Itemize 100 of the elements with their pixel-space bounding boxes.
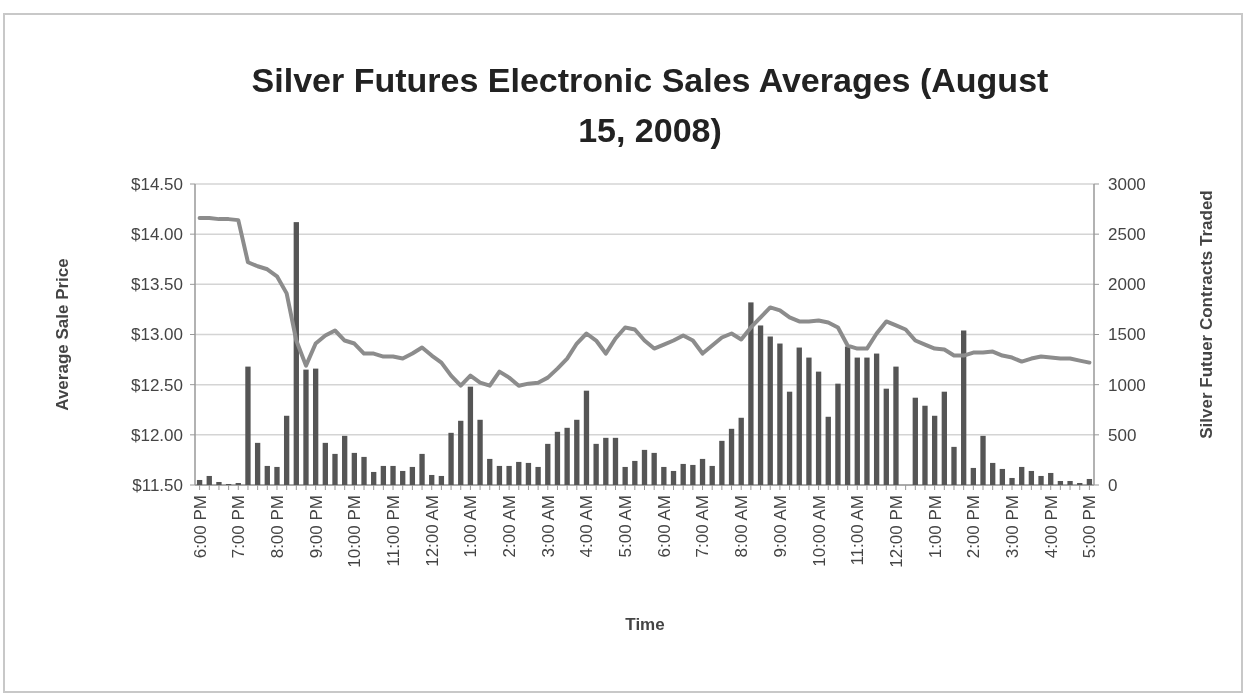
bar	[487, 458, 493, 485]
bar	[1086, 478, 1093, 485]
bar	[516, 461, 522, 485]
bar	[390, 465, 396, 485]
bar	[1057, 480, 1064, 485]
y2-tick-label: 2500	[1108, 225, 1146, 245]
x-tick-label: 4:00 PM	[1041, 495, 1061, 559]
bar	[361, 456, 367, 485]
x-tick-label: 8:00 PM	[267, 495, 287, 559]
bar	[796, 347, 802, 485]
x-tick-label: 10:00 AM	[809, 495, 829, 567]
bar	[786, 391, 793, 485]
bar	[825, 416, 831, 485]
bar	[864, 357, 870, 485]
bar	[844, 346, 851, 485]
bar	[303, 369, 309, 485]
x-tick-label: 1:00 AM	[461, 495, 481, 558]
bar	[777, 343, 783, 485]
bar	[235, 482, 241, 485]
bar	[371, 471, 377, 485]
bar	[670, 470, 677, 485]
bar	[603, 437, 609, 485]
bar	[593, 443, 599, 485]
bar	[245, 366, 251, 485]
bar	[951, 446, 957, 485]
x-tick-label: 10:00 PM	[345, 495, 365, 568]
bar	[632, 460, 638, 485]
bar	[1009, 477, 1015, 485]
bar	[196, 479, 203, 485]
y2-tick-label: 3000	[1108, 174, 1146, 194]
chart-title: Silver Futures Electronic Sales Averages (August 15, 2008)	[251, 61, 1049, 149]
y2-axis-title: Silver Futuer Contracts Traded	[1197, 190, 1216, 439]
bar	[380, 465, 387, 485]
bar	[748, 302, 754, 485]
bar	[574, 419, 580, 485]
bar	[458, 420, 464, 485]
bar	[970, 467, 976, 485]
bar	[283, 415, 290, 485]
bar	[757, 325, 764, 485]
bar	[409, 466, 416, 485]
bar	[622, 466, 628, 485]
x-tick-label: 5:00 PM	[1080, 495, 1100, 559]
bar	[506, 465, 512, 485]
bar	[612, 437, 619, 485]
bar	[690, 464, 696, 485]
x-tick-label: 11:00 AM	[848, 495, 868, 566]
bar	[1067, 480, 1073, 485]
x-tick-label: 6:00 PM	[190, 495, 210, 559]
bar	[680, 463, 686, 485]
bar	[767, 336, 773, 485]
bar	[322, 442, 328, 485]
y-tick-label: $12.00	[131, 425, 183, 445]
x-tick-label: 12:00 AM	[422, 495, 442, 567]
y-tick-label: $14.00	[131, 225, 183, 245]
x-tick-label: 7:00 AM	[693, 495, 713, 558]
y-axis-title: Average Sale Price	[53, 258, 72, 411]
bar	[1038, 475, 1044, 485]
bar	[254, 442, 261, 485]
y2-tick-label: 0	[1108, 475, 1118, 495]
bar	[264, 465, 270, 485]
bar	[999, 468, 1006, 485]
bar	[1028, 470, 1035, 485]
bar	[274, 466, 280, 485]
bar	[738, 417, 744, 485]
bar	[583, 390, 590, 485]
bar	[980, 435, 986, 485]
bar	[419, 453, 425, 485]
x-tick-label: 9:00 PM	[306, 495, 326, 559]
bar	[883, 388, 889, 485]
x-tick-label: 11:00 PM	[383, 495, 403, 567]
x-tick-label: 2:00 AM	[500, 495, 520, 558]
y-tick-label: $14.50	[131, 174, 183, 194]
bar	[661, 466, 667, 485]
bar	[699, 458, 706, 485]
bar	[815, 371, 822, 485]
bar	[1048, 472, 1054, 485]
bar	[429, 474, 435, 485]
y-tick-label: $11.50	[132, 475, 183, 495]
x-tick-label: 12:00 PM	[886, 495, 906, 568]
bar	[709, 465, 715, 485]
bar	[1019, 466, 1025, 485]
line-series	[197, 216, 1092, 388]
bar	[912, 397, 918, 485]
y2-tick-label: 1500	[1108, 325, 1146, 345]
x-tick-label: 4:00 AM	[577, 495, 597, 558]
y2-tick-label: 1000	[1108, 375, 1146, 395]
x-axis-title: Time	[625, 615, 665, 634]
x-tick-label: 5:00 AM	[616, 495, 636, 558]
y-tick-label: $13.50	[131, 275, 183, 295]
bar	[1077, 482, 1083, 485]
bar	[545, 443, 551, 485]
bar	[438, 475, 445, 485]
bar	[961, 330, 967, 485]
bar	[641, 449, 648, 485]
y2-tick-label: 500	[1108, 425, 1137, 445]
bar	[893, 366, 899, 485]
bar	[525, 462, 532, 485]
bar	[941, 391, 947, 485]
bar	[477, 419, 483, 485]
bar	[806, 357, 812, 485]
